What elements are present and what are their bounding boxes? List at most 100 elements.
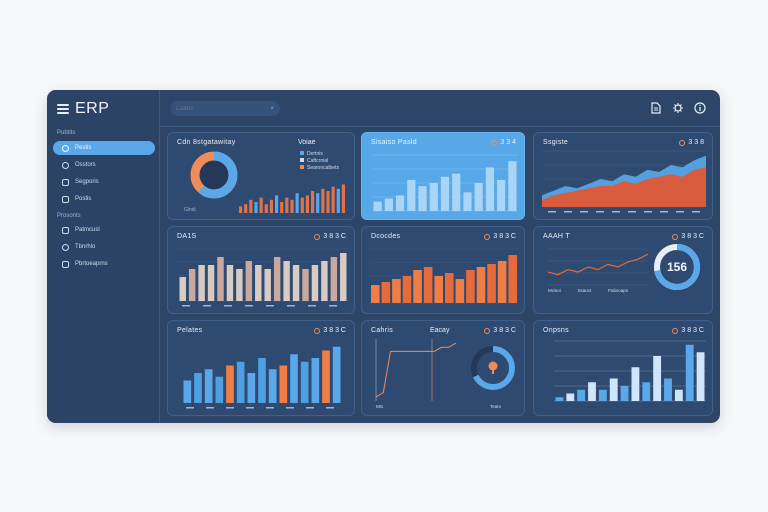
chart-bar [674,389,683,401]
chart-bar [244,204,248,213]
x-tick-label [596,211,604,213]
card-meta: 3 8 3 C [484,233,516,240]
document-icon[interactable] [650,102,662,114]
card-meta-value: 3 8 3 C [323,327,346,334]
folder-icon [62,260,69,268]
reports-icon [62,178,69,186]
pelates-chart [183,346,341,409]
chart-bar [254,202,258,213]
sidebar-item-label: Osstors [75,162,96,168]
card-meta-value: 3 8 3 C [681,233,704,240]
card-meta-value: 3 8 3 C [493,233,516,240]
x-tick-label [612,211,620,213]
chart-bar [322,350,330,403]
dashboard-icon [62,144,69,152]
chart-bar [476,267,486,303]
chart-bar [194,373,202,403]
kpi-card[interactable]: AAAH T 3 8 3 C Mcisoi Ssauct Pabsoaps 15… [533,226,713,314]
pelates-card[interactable]: Pelates 3 8 3 C [167,320,355,416]
chart-bar [631,367,640,401]
chart-bar [183,380,192,403]
settings-icon[interactable] [672,102,684,114]
info-icon[interactable] [694,102,706,114]
chart-bar [332,346,341,403]
card-meta: 3 8 3 C [672,327,704,334]
card-title: Ssgiste [543,139,569,146]
chart-bar [311,265,319,301]
card-meta: 3 8 3 C [484,327,516,334]
chart-bar [555,397,564,401]
chart-bar [395,195,405,211]
x-tick-label [564,211,572,213]
x-tick-label [287,305,295,307]
chart-bar [620,386,629,401]
axis-label: Glndi [184,207,196,213]
legend-item: Searoncalbets [300,165,339,172]
sidebar-item-0[interactable]: Pestis [53,141,155,155]
sidebar-item-5[interactable]: Tbnrhlo [53,240,155,254]
data-card[interactable]: DA1S 3 8 3 C [167,226,355,314]
chart-bar [340,253,347,301]
search-input[interactable] [176,105,262,112]
x-tick-label [266,407,274,409]
card-title: Cahris [371,327,394,334]
sidebar-item-2[interactable]: Segporis [53,175,155,189]
options-card[interactable]: Onpsns 3 8 3 C [533,320,713,416]
x-tick-label [660,211,668,213]
sidebar-item-1[interactable]: Osstors [53,158,155,172]
chart-bar [292,265,300,301]
kpi-chart [547,244,700,290]
sales-card[interactable]: Sisaiso Pasld 3 3 4 [361,132,525,220]
chart-bar [330,257,338,301]
overview-chart [190,151,345,213]
chart-bar [331,186,335,213]
card-meta-value: 3 3 8 [688,139,704,146]
chart-bar [236,269,243,301]
chart-bar [215,376,224,403]
chart-bar [226,365,234,403]
calendar-icon [62,226,69,234]
card-title: Dcocdes [371,233,401,240]
brand: ERP [57,100,109,118]
carts-card[interactable]: Cahris Eacay 3 8 3 C Mts Teato [361,320,525,416]
trend-card[interactable]: Ssgiste 3 3 8 [533,132,713,220]
menu-icon[interactable] [57,104,69,114]
chart-bar [418,186,427,211]
orders-card[interactable]: Dcocdes 3 8 3 C [361,226,525,314]
sidebar-item-4[interactable]: Patmcusl [53,223,155,237]
sidebar-item-6[interactable]: Pbrtoeaprns [53,257,155,271]
card-meta: 3 8 3 C [672,233,704,240]
chart-bar [497,261,507,303]
status-icon [491,139,498,146]
card-title: AAAH T [543,233,570,240]
users-icon [62,161,69,169]
erp-dashboard-window: ERP Pubtits Pestis Osstors Segporis Post… [47,90,720,423]
card-meta: 3 8 3 C [314,327,346,334]
chart-bar [258,358,266,403]
documents-icon [62,195,69,203]
chart-bar [259,197,263,213]
line-series [547,253,649,276]
chart-bar [664,378,672,401]
axis-label: Mts [376,404,384,409]
card-title: Cdn 8stgatawitay [177,139,236,146]
status-icon [484,233,491,240]
chart-bar [226,265,234,301]
chart-bar [326,191,330,213]
overview-card[interactable]: Cdn 8stgatawitay Voiae Dertnis Caftcrnia… [167,132,355,220]
chart-bar [609,378,618,401]
card-title: Sisaiso Pasld [371,139,417,146]
chart-bar [452,173,461,211]
tag-icon [62,243,69,251]
ring-value [190,151,238,199]
chart-bar [302,269,309,301]
chart-bar [440,176,450,211]
sidebar-section-label: Pubtits [57,130,76,136]
chart-bar [290,354,298,403]
chart-bar [466,270,475,303]
clear-search-icon[interactable]: × [270,105,274,112]
sidebar-item-3[interactable]: Postis [53,192,155,206]
search-box[interactable]: × [170,101,280,116]
card-meta-value: 3 8 3 C [323,233,346,240]
card-meta: 3 3 4 [491,139,516,146]
